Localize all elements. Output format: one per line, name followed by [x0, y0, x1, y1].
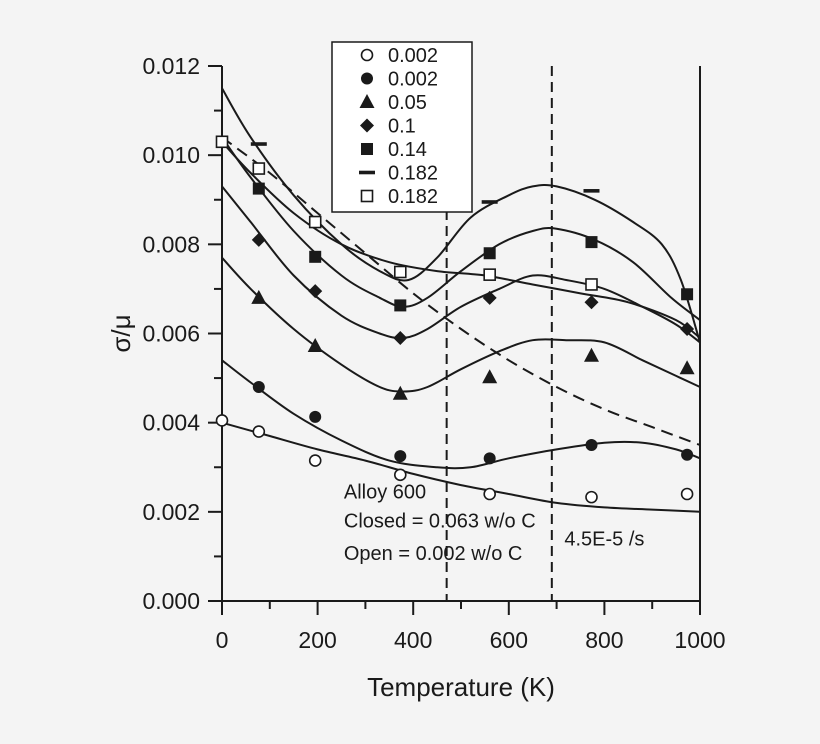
data-point-filled-diamond-2: [393, 330, 408, 345]
data-point-filled-circle-2: [394, 450, 407, 463]
annotation-2: Open = 0.002 w/o C: [344, 543, 522, 565]
data-point-open-circle-5: [585, 490, 598, 504]
legend-label: 0.002: [388, 45, 438, 67]
y-tick-label: 0.012: [142, 53, 200, 79]
data-point-open-square-3: [393, 265, 407, 279]
fit-curves: [221, 87, 701, 513]
legend-label: 0.182: [388, 163, 438, 185]
data-point-filled-diamond-3: [482, 290, 497, 305]
data-point-filled-square-4: [585, 236, 598, 249]
annotations: Alloy 600 Closed = 0.063 w/o C Open = 0.00…: [344, 481, 645, 565]
data-point-open-circle-2: [308, 454, 322, 467]
data-point-open-square-4: [483, 268, 496, 281]
x-tick-label: 800: [585, 627, 623, 653]
data-point-open-circle-3: [393, 468, 407, 482]
axes: 0.000 0.002 0.004 0.006 0.008 0.010 0.012 0 200 4…: [106, 53, 726, 702]
data-point-filled-diamond-5: [680, 322, 695, 337]
data-point-filled-circle-0: [252, 381, 265, 393]
legend-box: [331, 41, 473, 213]
y-axis-title: σ/μ: [106, 314, 136, 352]
x-tick-label: 600: [490, 627, 528, 653]
data-point-filled-circle-1: [309, 410, 322, 423]
data-point-open-circle-1: [252, 425, 266, 438]
x-tick-label: 200: [298, 627, 336, 653]
data-point-dash-1: [481, 200, 498, 204]
data-point-filled-square-1: [309, 250, 322, 263]
y-tick-label: 0.006: [142, 321, 200, 347]
fit-curve-fit-0.182-dashed: [221, 136, 701, 446]
fit-curve-fit-0.182-open: [221, 141, 701, 339]
legend-marker-filled-diamond: [360, 118, 374, 133]
legend-marker-open-square: [360, 189, 374, 203]
data-point-open-circle-6: [680, 487, 694, 501]
y-tick-label: 0.004: [142, 410, 200, 436]
fit-curve-fit-0.05: [221, 257, 701, 393]
legend-marker-filled-triangle: [359, 94, 375, 108]
y-tick-label: 0.008: [142, 231, 200, 257]
data-point-open-square-5: [585, 278, 598, 291]
annotation-3: 4.5E-5 /s: [564, 528, 644, 550]
data-point-open-square-2: [308, 215, 322, 229]
data-point-filled-triangle-5: [679, 360, 695, 375]
legend-marker-filled-square: [361, 143, 373, 155]
legend-label: 0.05: [388, 92, 427, 114]
data-point-open-square-1: [252, 162, 266, 175]
x-tick-label: 400: [394, 627, 432, 653]
x-tick-label: 1000: [674, 627, 725, 653]
data-point-open-circle-0: [215, 414, 229, 427]
x-axis-title: Temperature (K): [367, 672, 555, 702]
annotation-0: Alloy 600: [344, 481, 426, 503]
data-point-open-square-0: [215, 135, 229, 149]
data-point-dash-2: [583, 189, 600, 193]
data-point-filled-circle-3: [483, 452, 496, 465]
data-point-filled-triangle-0: [251, 289, 267, 304]
fit-curve-fit-0.14: [221, 136, 701, 321]
data-point-dash-0: [250, 142, 267, 146]
data-point-filled-triangle-1: [307, 337, 323, 352]
data-point-filled-circle-5: [681, 448, 694, 461]
y-tick-label: 0.002: [142, 499, 200, 525]
data-point-filled-circle-4: [585, 438, 598, 451]
data-point-filled-square-3: [483, 247, 496, 260]
data-point-filled-square-5: [681, 288, 694, 301]
data-point-filled-diamond-0: [251, 232, 266, 247]
data-point-filled-square-0: [252, 182, 265, 195]
legend-label: 0.14: [388, 139, 427, 161]
fit-curve-fit-0.002-open: [221, 421, 701, 513]
data-point-filled-triangle-3: [482, 369, 498, 384]
y-tick-label: 0.010: [142, 142, 200, 168]
legend-marker-filled-circle: [361, 72, 373, 85]
data-point-filled-triangle-2: [392, 385, 408, 400]
legend-marker-open-circle: [360, 48, 374, 62]
x-tick-label: 0: [216, 627, 229, 653]
data-point-filled-diamond-4: [584, 295, 599, 310]
data-point-open-circle-4: [483, 487, 496, 501]
legend-label: 0.1: [388, 116, 416, 138]
legend-label: 0.002: [388, 69, 438, 91]
legend-label: 0.182: [388, 186, 438, 208]
data-points: [215, 135, 695, 504]
y-tick-label: 0.000: [142, 588, 200, 614]
fit-curve-fit-0.1: [221, 185, 701, 344]
data-point-filled-square-2: [394, 299, 407, 312]
annotation-1: Closed = 0.063 w/o C: [344, 510, 536, 532]
data-point-filled-triangle-4: [583, 347, 599, 362]
legend-marker-dash: [359, 170, 375, 175]
fit-curve-fit-0.002-filled: [221, 359, 701, 470]
data-point-filled-diamond-1: [308, 284, 323, 299]
